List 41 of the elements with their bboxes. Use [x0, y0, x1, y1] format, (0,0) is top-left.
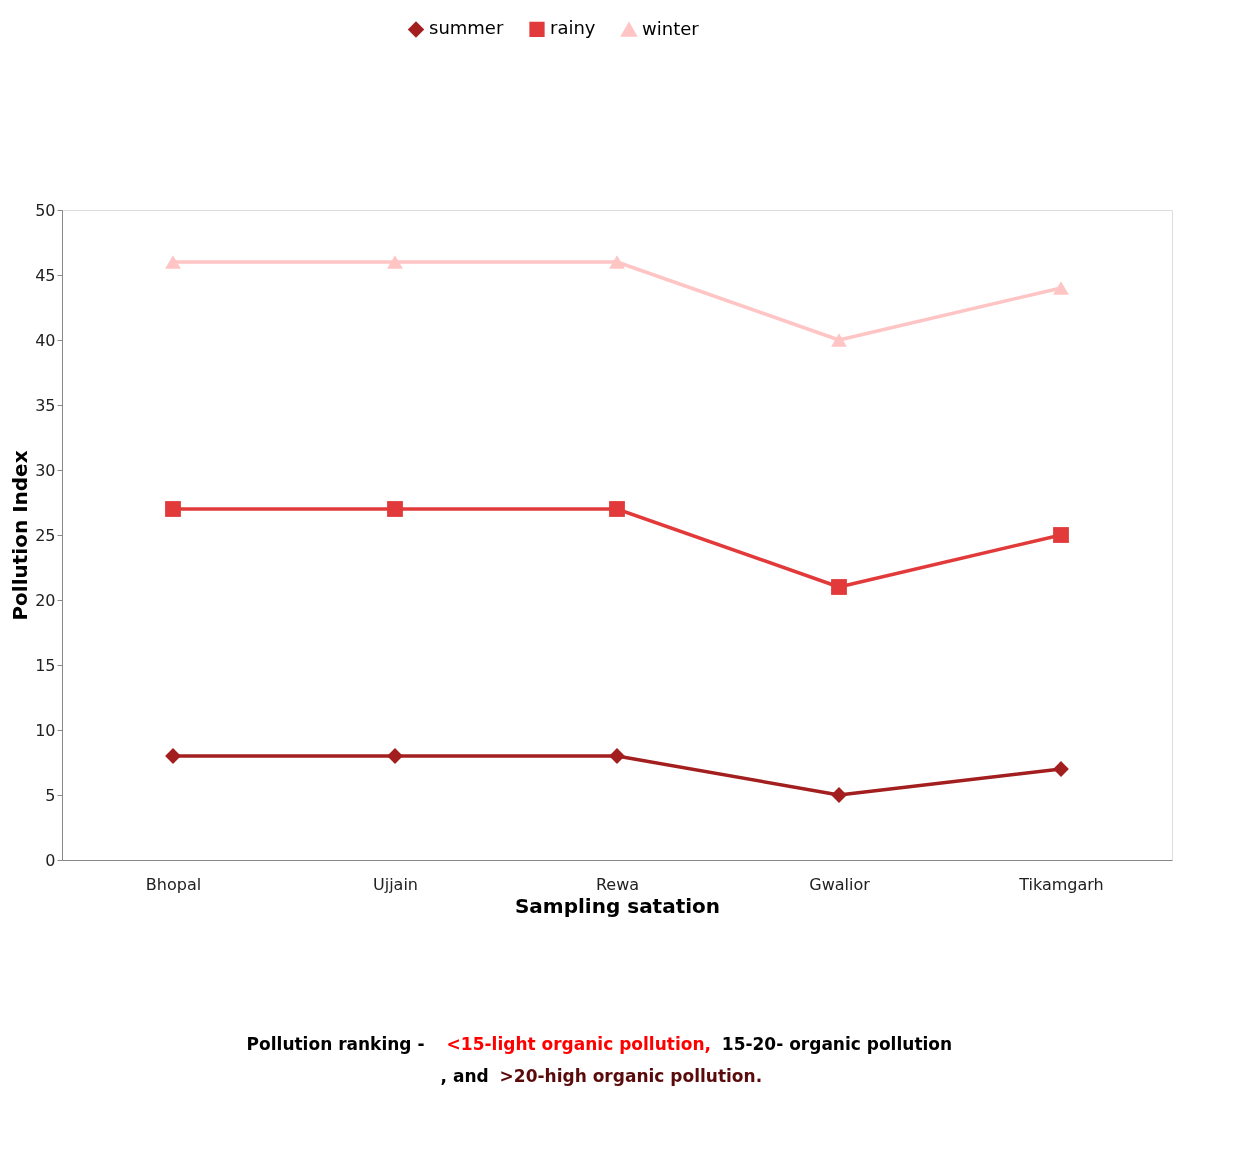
y-tick-label: 15 — [35, 655, 56, 675]
point — [165, 501, 181, 517]
text: >20-high organic pollution. — [499, 1066, 763, 1086]
point — [387, 748, 403, 764]
point — [831, 333, 847, 347]
point — [1053, 761, 1069, 777]
x-tick-label: Rewa — [595, 874, 640, 894]
y-tick-label: 50 — [35, 200, 56, 220]
point — [831, 787, 847, 803]
y-tick-label: 45 — [35, 265, 56, 285]
y-tick-label: 0 — [45, 850, 56, 870]
y-tick-label: 35 — [35, 395, 56, 415]
point — [387, 255, 403, 269]
point — [609, 501, 625, 517]
y-tick-label: 40 — [35, 330, 56, 350]
legend-label: winter — [642, 17, 700, 39]
point — [1053, 281, 1069, 295]
text: , and — [440, 1066, 489, 1086]
point — [1053, 527, 1069, 543]
y-tick-label: 30 — [35, 460, 56, 480]
point — [609, 255, 625, 269]
point — [165, 255, 181, 269]
text: <15-light organic pollution, — [446, 1034, 711, 1054]
y-tick-label: 5 — [45, 785, 56, 805]
point — [165, 748, 181, 764]
x-axis-title: Sampling satation — [514, 893, 721, 918]
x-tick-label: Tikamgarh — [1018, 874, 1104, 894]
y-tick-label: 10 — [35, 720, 56, 740]
point — [387, 501, 403, 517]
text: 15-20- organic pollution — [721, 1034, 953, 1054]
x-tick-label: Bhopal — [145, 874, 202, 894]
y-axis-title: Pollution Index — [8, 450, 33, 621]
x-tick-label: Gwalior — [809, 874, 871, 894]
legend-label: rainy — [550, 17, 596, 39]
text: Pollution ranking - — [246, 1034, 425, 1054]
x-tick-label: Ujjain — [373, 874, 418, 894]
y-tick-label: 20 — [35, 590, 56, 610]
legend-label: summer — [429, 17, 504, 39]
y-tick-label: 25 — [35, 525, 56, 545]
point — [831, 579, 847, 595]
point — [609, 748, 625, 764]
